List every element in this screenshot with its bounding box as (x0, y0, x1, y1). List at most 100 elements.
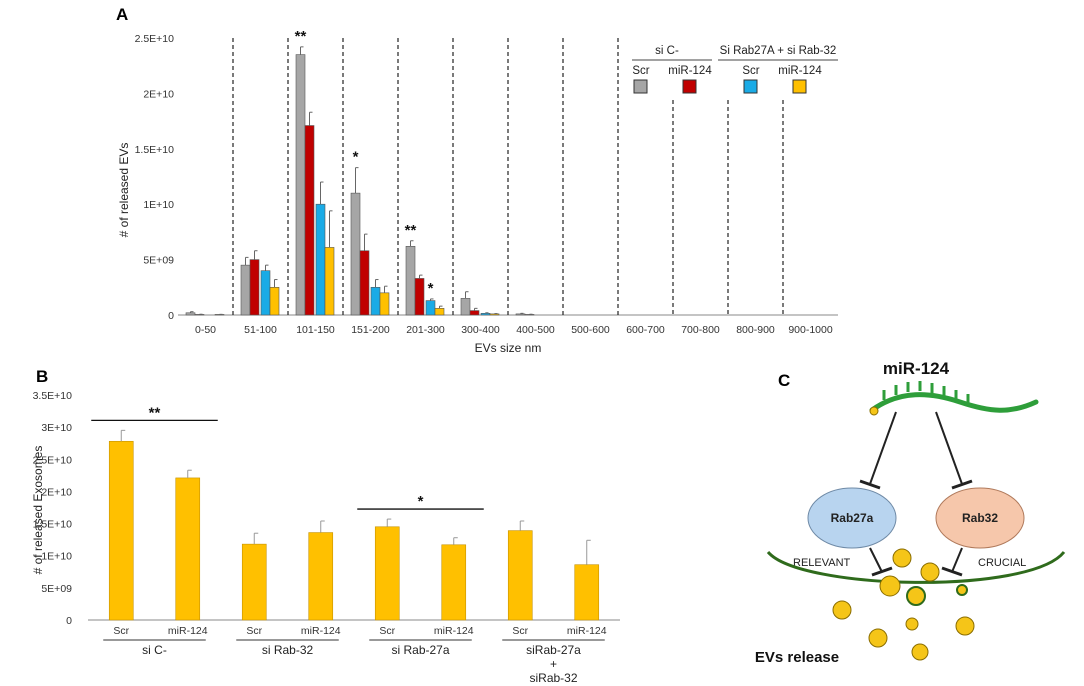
panel-a-x-tick: 800-900 (736, 324, 775, 336)
panel-a-bar (295, 54, 306, 316)
panel-a-significance: * (428, 280, 434, 297)
panel-a-x-tick: 201-300 (406, 324, 445, 336)
panel-b-group-label-line2: + (550, 657, 557, 671)
panel-b-label: B (36, 367, 48, 386)
panel-b-bar (441, 544, 467, 621)
panel-a-bar (350, 192, 361, 316)
panel-b-y-tick: 5E+09 (41, 583, 72, 595)
panel-b-ylabel: # of released Exosomes (31, 446, 45, 575)
crucial-label: CRUCIAL (978, 557, 1026, 569)
panel-b-bar (308, 532, 334, 621)
legend-swatch-grey (633, 79, 648, 94)
panel-a-bar (185, 312, 196, 316)
panel-a-significance: * (353, 149, 359, 166)
legend-group1-title: si C- (655, 45, 679, 57)
panel-a-significance: ** (295, 28, 307, 45)
mir124-title: miR-124 (883, 359, 950, 378)
legend-label-scr-1: Scr (632, 65, 649, 77)
panel-a-x-tick: 151-200 (351, 324, 390, 336)
panel-b-x-tick: Scr (512, 625, 528, 637)
panel-b-x-tick: Scr (246, 625, 262, 637)
panel-a-bar (359, 250, 370, 316)
panel-a-ylabel: # of released EVs (117, 143, 131, 238)
rab27a-oval (807, 487, 897, 549)
panel-a-bar (414, 278, 425, 316)
panel-a-bar (249, 259, 260, 316)
panel-a-x-tick: 300-400 (461, 324, 500, 336)
vesicle (920, 562, 940, 582)
panel-a-x-tick: 900-1000 (788, 324, 833, 336)
panel-b-group-label-line3: siRab-32 (529, 671, 577, 685)
panel-b-x-tick: miR-124 (168, 625, 208, 637)
panel-b-bar (241, 543, 267, 621)
legend-label-scr-2: Scr (742, 65, 759, 77)
panel-a-x-tick: 51-100 (244, 324, 277, 336)
legend-label-mir-1: miR-124 (668, 65, 712, 77)
panel-c-label: C (778, 371, 790, 390)
panel-a-xlabel: EVs size nm (475, 341, 542, 355)
vesicles (832, 548, 975, 661)
panel-a-x-tick: 700-800 (681, 324, 720, 336)
vesicle (955, 616, 975, 636)
rab32-oval (935, 487, 1025, 549)
membrane-inhibition-lines (869, 547, 963, 577)
panel-a-legend: si C- Scr miR-124 Si Rab27A + si Rab-32 … (632, 45, 838, 94)
panel-b-bar (374, 526, 400, 621)
panel-a-y-tick: 1.5E+10 (135, 144, 175, 156)
rab27a-label: Rab27a (831, 511, 874, 525)
vesicle (892, 548, 912, 568)
panel-a-bar (469, 310, 480, 316)
panel-a-bar (269, 286, 280, 316)
panel-b-group-label: si Rab-27a (391, 643, 449, 657)
panel-b-bar (108, 440, 134, 621)
panel-b-significance: ** (149, 404, 161, 421)
vesicle (911, 643, 929, 661)
panel-a-bar (425, 300, 436, 316)
evs-release-label: EVs release (755, 649, 839, 666)
panel-a-bar (315, 203, 326, 316)
panel-c-diagram: miR-124 Rab27a Rab32 RELEVANT CRUCIAL (755, 359, 1066, 666)
vesicle (905, 617, 919, 631)
panel-a-bar (405, 246, 416, 316)
panel-a-x-tick: 400-500 (516, 324, 555, 336)
panel-a-bar (260, 270, 271, 316)
panel-b-group-label: si Rab-32 (262, 643, 314, 657)
panel-b-y-tick: 2E+10 (41, 486, 72, 498)
legend-swatch-blue (743, 79, 758, 94)
panel-a-bar (515, 313, 526, 316)
legend-swatch-red (682, 79, 697, 94)
inhibition-lines (859, 411, 973, 490)
panel-a-x-tick: 600-700 (626, 324, 665, 336)
panel-b-group-label: siRab-27a (526, 643, 581, 657)
panel-b-x-tick: Scr (113, 625, 129, 637)
panel-b-y-tick: 3E+10 (41, 422, 72, 434)
panel-a-bar (379, 292, 390, 316)
vesicle (956, 584, 968, 596)
panel-a-y-tick: 1E+10 (143, 199, 174, 211)
vesicle (832, 600, 852, 620)
panel-b-bar (175, 477, 201, 621)
panel-b-y-tick: 1.5E+10 (33, 519, 73, 531)
panel-a-bar (480, 313, 491, 316)
relevant-label: RELEVANT (793, 557, 851, 569)
panel-a-x-tick: 0-50 (195, 324, 216, 336)
panel-b-group-label: si C- (142, 643, 167, 657)
panel-a-chart: # of released EVs EVs size nm 0 5E+09 1E+1… (117, 28, 838, 355)
panel-a-bar (240, 264, 251, 316)
vesicle (906, 586, 926, 606)
panel-a-y-tick: 2E+10 (143, 88, 174, 100)
rab32-label: Rab32 (962, 511, 998, 525)
panel-b-bar (574, 564, 600, 621)
rna-strand-icon (869, 381, 1039, 416)
panel-a-bar (370, 286, 381, 316)
panel-b-chart: # of released Exosomes 0 5E+09 1E+10 1.5E+1… (31, 390, 620, 685)
legend-swatch-yellow (792, 79, 807, 94)
panel-b-x-tick: miR-124 (301, 625, 341, 637)
panel-a-x-tick: 500-600 (571, 324, 610, 336)
cell-membrane (766, 550, 1066, 584)
panel-a-y-tick: 0 (168, 310, 174, 322)
panel-a-significance: ** (405, 222, 417, 239)
panel-a-bar (434, 308, 445, 316)
vesicle (879, 575, 901, 597)
